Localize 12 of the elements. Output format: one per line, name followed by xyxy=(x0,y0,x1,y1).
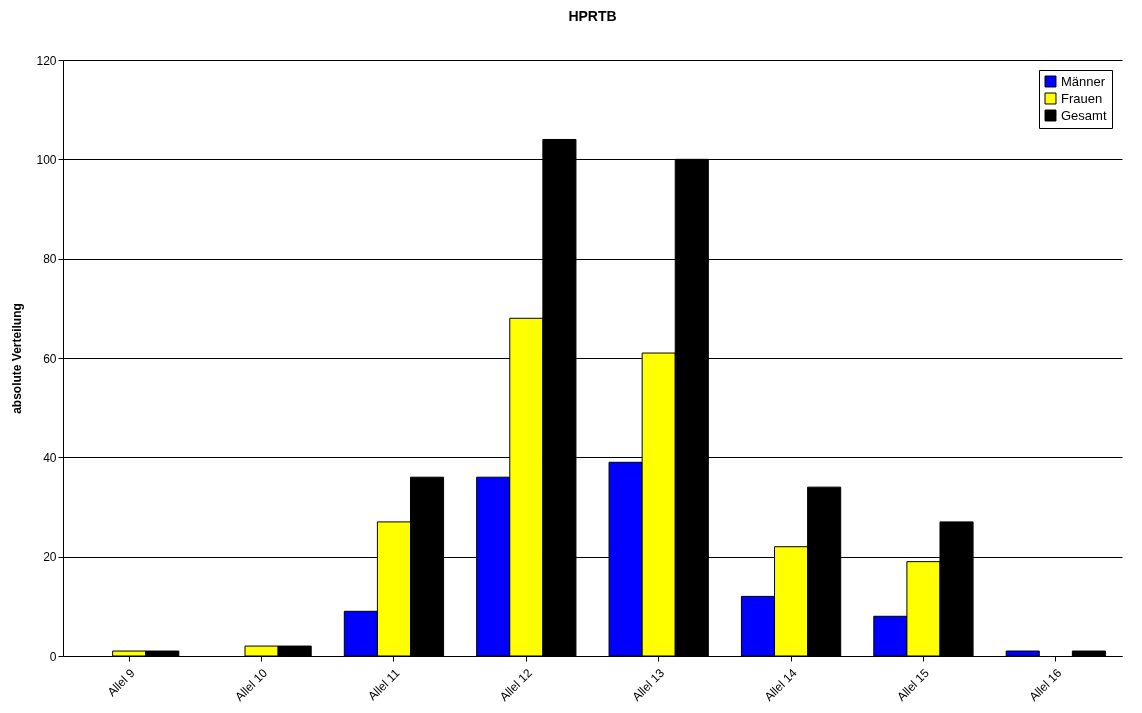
y-tick-label: 80 xyxy=(43,252,57,267)
chart-title: HPRTB xyxy=(568,8,617,24)
legend-label: Frauen xyxy=(1061,90,1103,106)
y-tick-label: 0 xyxy=(49,649,57,664)
y-tick-label: 60 xyxy=(43,351,57,366)
y-tick-label: 40 xyxy=(43,450,57,465)
y-tick-label: 120 xyxy=(36,53,57,68)
legend-label: Männer xyxy=(1061,73,1106,89)
y-tick-label: 20 xyxy=(43,550,57,565)
y-axis-title: absolute Verteilung xyxy=(10,303,25,414)
y-tick-label: 100 xyxy=(36,152,57,167)
legend-label: Gesamt xyxy=(1061,107,1107,123)
